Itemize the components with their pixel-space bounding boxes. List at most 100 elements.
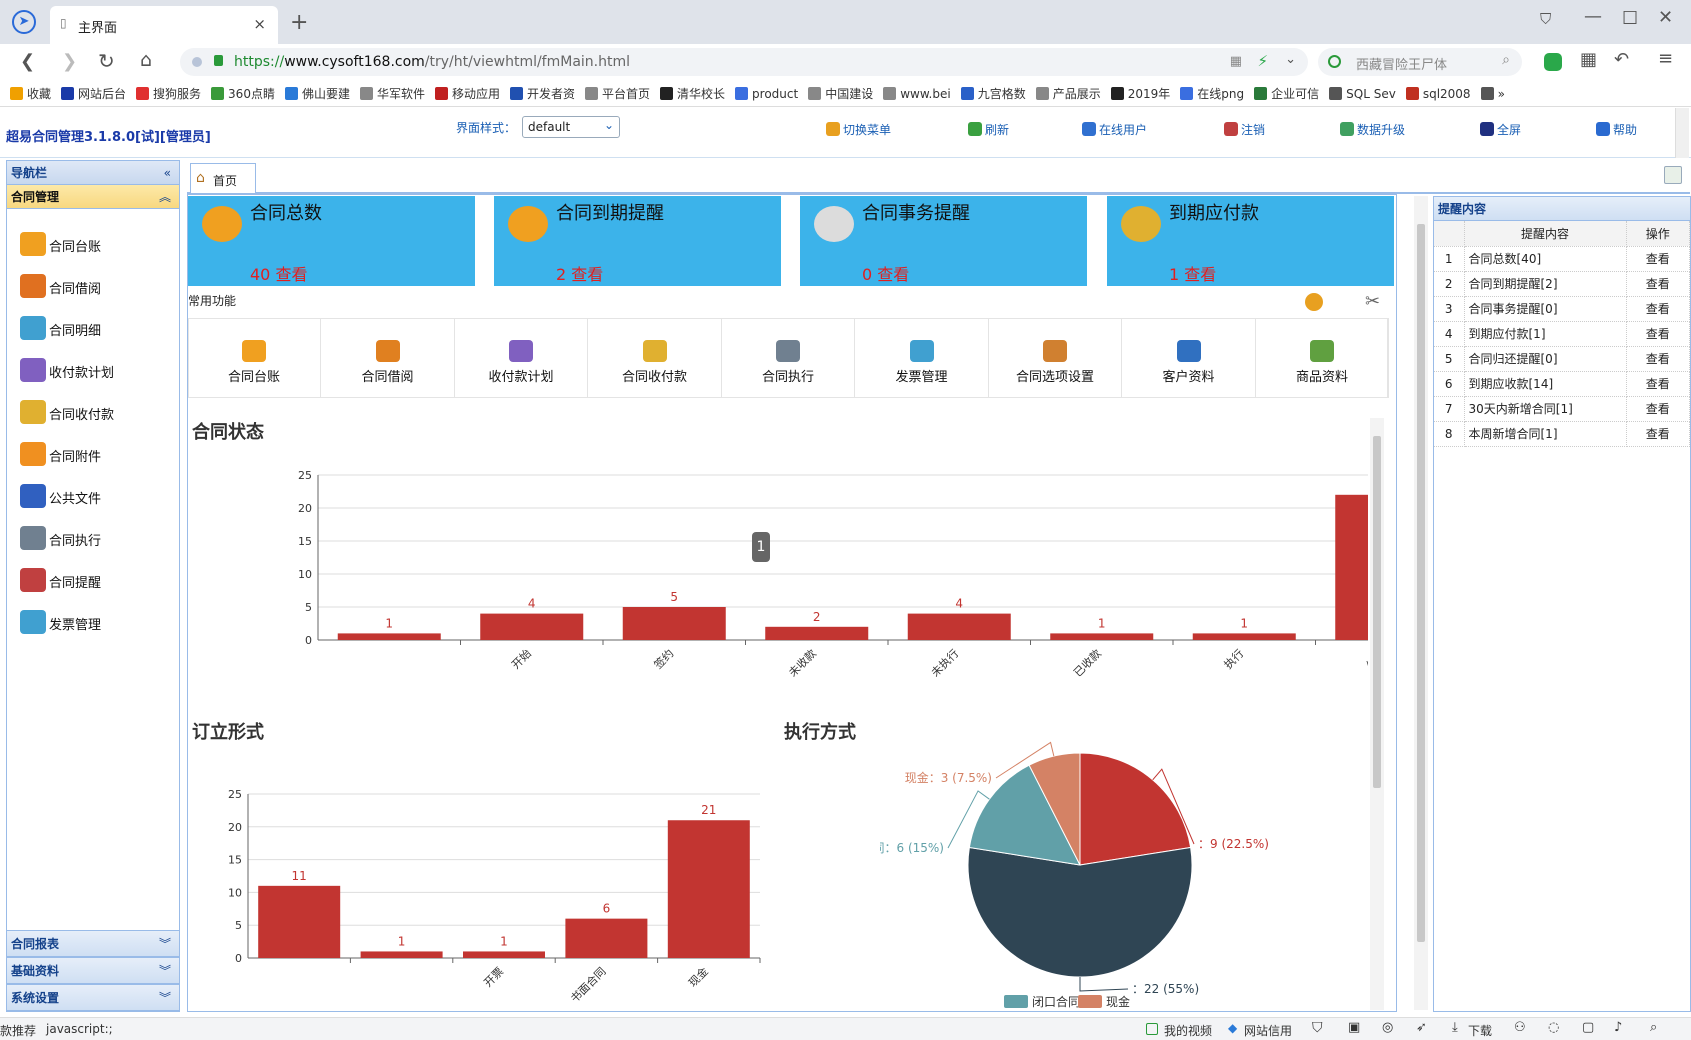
sidebar-group[interactable]: 系统设置 ︾ [7, 984, 179, 1011]
quick-function[interactable]: 合同执行 [722, 318, 855, 398]
browser-logo-icon[interactable]: ➤ [12, 10, 36, 34]
toolbar-button[interactable]: 在线用户 [1082, 121, 1147, 138]
chart-scroll-thumb[interactable] [1373, 436, 1381, 788]
bar[interactable] [480, 613, 584, 640]
summary-card-value[interactable]: 1 查看 [1169, 265, 1217, 284]
shirt-icon[interactable]: ⛉ [1540, 10, 1552, 28]
bookmark-item[interactable]: 企业可信 [1254, 81, 1319, 106]
sound-icon[interactable]: ♪ [1614, 1020, 1623, 1035]
expand-icon[interactable]: ︾ [158, 964, 171, 978]
quick-function[interactable]: 合同借阅 [322, 318, 455, 398]
new-tab-icon[interactable]: + [290, 10, 309, 35]
pie-slice[interactable] [967, 846, 1193, 978]
expand-icon[interactable]: ︾ [158, 991, 171, 1005]
sidebar-item[interactable]: 合同借阅 [7, 265, 179, 307]
status-credit[interactable]: 网站信用 [1244, 1024, 1293, 1038]
ie-icon[interactable]: ◎ [1382, 1020, 1394, 1035]
download-icon[interactable]: ⤓ [1452, 1020, 1458, 1035]
qr-icon[interactable]: ▦ [1229, 54, 1242, 69]
forward-icon[interactable]: ❯ [62, 51, 78, 72]
export-icon[interactable] [1664, 166, 1682, 184]
bar[interactable] [765, 626, 869, 640]
reminder-action[interactable]: 查看 [1626, 321, 1690, 347]
main-scrollbar[interactable] [1414, 196, 1428, 1010]
scrollbar-header[interactable] [1675, 108, 1689, 158]
extension-icon[interactable] [1544, 53, 1562, 71]
sidebar-item[interactable]: 收付款计划 [7, 349, 179, 391]
collapse-left-icon[interactable]: « [163, 166, 171, 180]
tools-icon[interactable]: ✂ [1365, 291, 1381, 312]
quick-function[interactable]: 收付款计划 [455, 318, 588, 398]
bookmark-item[interactable]: 平台首页 [585, 81, 650, 106]
bookmark-item[interactable]: 搜狗服务 [136, 81, 201, 106]
legend-swatch[interactable] [1078, 995, 1102, 1008]
toolbar-button[interactable]: 帮助 [1596, 121, 1637, 138]
url-bar[interactable]: https://www.cysoft168.com/try/ht/viewhtm… [180, 48, 1308, 76]
summary-card[interactable]: 合同总数 40 查看 [188, 196, 475, 286]
bookmark-item[interactable]: 佛山要建 [284, 81, 350, 106]
bar[interactable] [463, 951, 545, 958]
bookmark-item[interactable]: www.bei [883, 81, 951, 106]
settings-icon[interactable] [1305, 293, 1323, 311]
maximize-icon[interactable]: ☐ [1622, 8, 1639, 29]
bookmark-item[interactable]: 中国建设 [808, 81, 873, 106]
status-video[interactable]: 我的视频 [1164, 1024, 1213, 1038]
reminder-action[interactable]: 查看 [1626, 296, 1690, 322]
bookmark-item[interactable]: SQL Sev [1329, 81, 1396, 106]
quick-function[interactable]: 合同选项设置 [989, 318, 1122, 398]
search-box[interactable]: 西藏冒险王尸体 ⌕ [1318, 48, 1522, 76]
bookmark-item[interactable]: 清华校长 [660, 81, 725, 106]
sidebar-item[interactable]: 公共文件 [7, 475, 179, 517]
pie-slice[interactable] [1079, 752, 1192, 866]
quick-function[interactable]: 合同台账 [188, 318, 321, 398]
sidebar-nav-header[interactable]: 导航栏 « [7, 161, 179, 185]
quick-function[interactable]: 合同收付款 [589, 318, 722, 398]
home-icon[interactable]: ⌂ [140, 49, 153, 71]
pie-slice[interactable] [1028, 752, 1081, 866]
bookmark-item[interactable]: » [1480, 81, 1505, 106]
style-select[interactable]: default ⌄ [522, 116, 620, 138]
search-icon[interactable]: ⌕ [1502, 52, 1510, 68]
sidebar-item[interactable]: 合同台账 [7, 223, 179, 265]
bookmark-item[interactable]: 华军软件 [359, 81, 425, 106]
collapse-up-icon[interactable]: ︽ [158, 190, 171, 204]
close-tab-icon[interactable]: × [253, 15, 266, 33]
bookmark-item[interactable]: 九宫格数 [960, 81, 1026, 106]
sidebar-group-contract[interactable]: 合同管理 ︽ [7, 185, 179, 209]
sidebar-item[interactable]: 合同收付款 [7, 391, 179, 433]
reminder-action[interactable]: 查看 [1626, 371, 1690, 397]
window-icon[interactable]: ▢ [1582, 1020, 1595, 1035]
browser-tab[interactable]: ▯ 主界面 × [50, 6, 278, 44]
toolbar-button[interactable]: 刷新 [968, 121, 1009, 138]
reminder-action[interactable]: 查看 [1626, 246, 1690, 272]
browser-icon[interactable]: ◌ [1548, 1020, 1560, 1035]
quick-function[interactable]: 发票管理 [856, 318, 989, 398]
legend-label[interactable]: 闭口合同 [1032, 994, 1080, 1009]
reload-icon[interactable]: ↻ [98, 49, 115, 73]
bar[interactable] [907, 613, 1011, 640]
bar[interactable] [1050, 633, 1154, 640]
bolt-icon[interactable]: ⚡ [1257, 52, 1268, 70]
bookmark-item[interactable]: 开发者资 [510, 81, 575, 106]
reminder-action[interactable]: 查看 [1626, 421, 1690, 447]
expand-icon[interactable]: ︾ [158, 937, 171, 951]
bookmark-item[interactable]: 移动应用 [434, 81, 500, 106]
bar[interactable] [667, 820, 750, 958]
back-icon[interactable]: ❮ [20, 51, 36, 72]
reminder-action[interactable]: 查看 [1626, 396, 1690, 422]
chart-scrollbar[interactable] [1370, 418, 1384, 1010]
summary-card-value[interactable]: 2 查看 [556, 265, 604, 284]
status-download[interactable]: 下载 [1468, 1024, 1493, 1038]
quick-function[interactable]: 商品资料 [1256, 318, 1389, 398]
bookmark-item[interactable]: 2019年 [1110, 81, 1170, 106]
rocket-icon[interactable]: ➶ [1416, 1020, 1427, 1035]
game-icon[interactable]: ⚇ [1514, 1020, 1526, 1035]
reminder-action[interactable]: 查看 [1626, 346, 1690, 372]
bar[interactable] [258, 885, 341, 958]
bar[interactable] [1192, 633, 1296, 640]
toolbar-button[interactable]: 切换菜单 [826, 121, 891, 138]
sidebar-item[interactable]: 合同执行 [7, 517, 179, 559]
tab-home[interactable]: ⌂ 首页 [190, 163, 256, 193]
undo-icon[interactable]: ↶ [1614, 49, 1630, 70]
sidebar-item[interactable]: 合同提醒 [7, 559, 179, 601]
